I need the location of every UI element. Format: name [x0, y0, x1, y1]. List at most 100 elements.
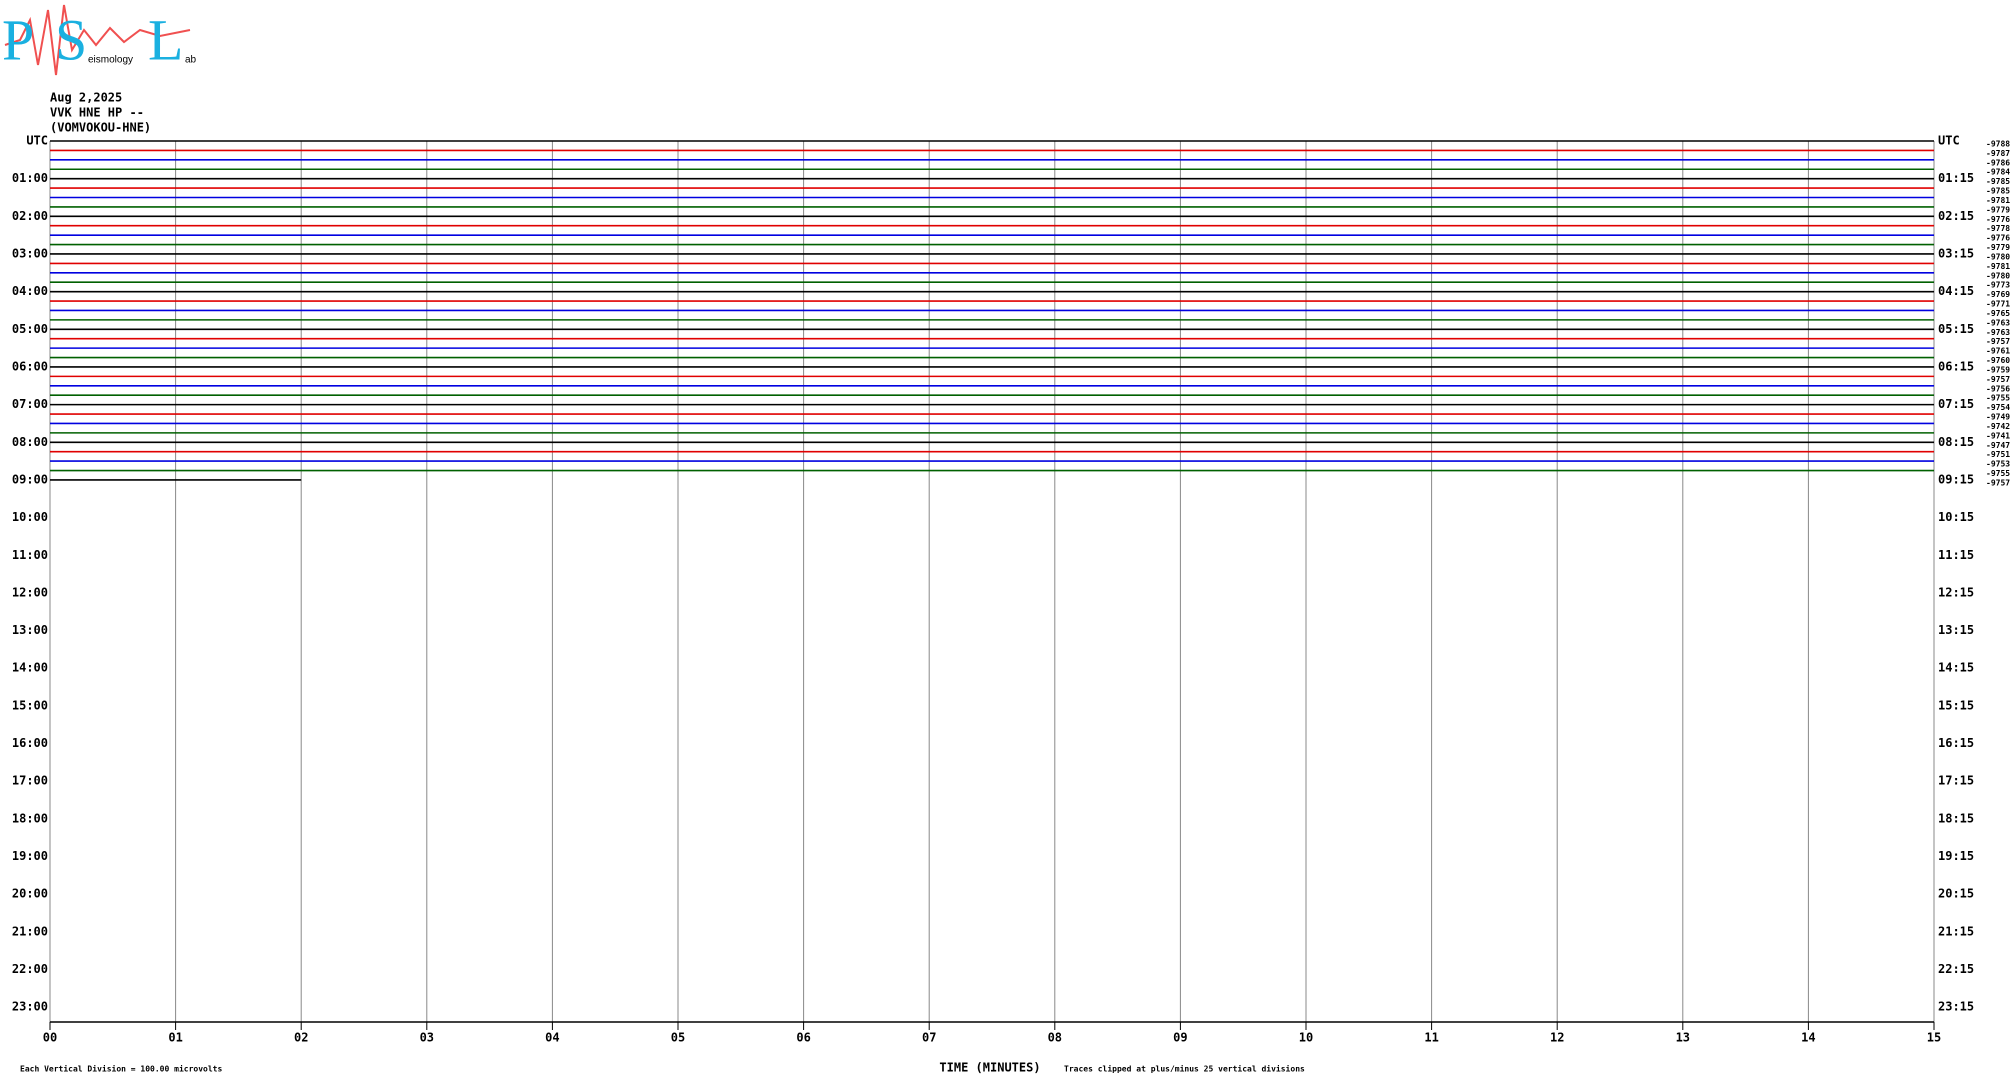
logo-letter: P [2, 7, 34, 72]
trace-offset: -9742 [1986, 422, 2010, 431]
logo-word: eismology [88, 55, 133, 66]
left-hour-label: 19:00 [12, 849, 48, 863]
logo: P S L eismology ab [2, 4, 197, 76]
right-hour-label: 01:15 [1938, 171, 1974, 185]
right-hour-label: 11:15 [1938, 548, 1974, 562]
trace-offset: -9785 [1986, 177, 2010, 186]
right-hour-label: 21:15 [1938, 924, 1974, 938]
trace-offset: -9780 [1986, 252, 2010, 261]
right-hour-label: 10:15 [1938, 510, 1974, 524]
station: VVK HNE HP -- [50, 106, 144, 120]
trace-offset: -9786 [1986, 158, 2010, 167]
footer-left: Each Vertical Division = 100.00 microvol… [20, 1064, 222, 1074]
trace-offset: -9763 [1986, 318, 2010, 327]
trace-offset: -9771 [1986, 300, 2010, 309]
trace-offset: -9759 [1986, 365, 2010, 374]
left-hour-label: 14:00 [12, 661, 48, 675]
trace-offset: -9779 [1986, 205, 2010, 214]
logo-word: ab [185, 55, 197, 66]
right-hour-label: 06:15 [1938, 359, 1974, 373]
trace-offset: -9751 [1986, 450, 2010, 459]
trace-offset: -9756 [1986, 384, 2010, 393]
trace-offset: -9753 [1986, 460, 2010, 469]
trace-offset: -9757 [1986, 337, 2010, 346]
logo-letter: L [148, 7, 183, 72]
trace-offset: -9773 [1986, 281, 2010, 290]
trace-offset: -9754 [1986, 403, 2010, 412]
trace-offset: -9776 [1986, 234, 2010, 243]
trace-offset: -9763 [1986, 328, 2010, 337]
left-hour-label: 06:00 [12, 359, 48, 373]
trace-offset: -9781 [1986, 196, 2010, 205]
left-hour-label: UTC [26, 134, 48, 148]
trace-offset: -9788 [1986, 140, 2010, 149]
x-tick-label: 01 [168, 1031, 182, 1045]
right-hour-label: 08:15 [1938, 435, 1974, 449]
x-tick-label: 08 [1048, 1031, 1062, 1045]
trace-offset: -9765 [1986, 309, 2010, 318]
trace-offset: -9785 [1986, 187, 2010, 196]
left-hour-label: 12:00 [12, 585, 48, 599]
left-hour-label: 16:00 [12, 736, 48, 750]
x-tick-label: 04 [545, 1031, 559, 1045]
x-tick-label: 09 [1173, 1031, 1187, 1045]
x-tick-label: 14 [1801, 1031, 1815, 1045]
right-hour-label: 12:15 [1938, 585, 1974, 599]
trace-offset: -9760 [1986, 356, 2010, 365]
right-hour-label: 07:15 [1938, 397, 1974, 411]
right-hour-label: 17:15 [1938, 774, 1974, 788]
left-hour-label: 17:00 [12, 774, 48, 788]
trace-offset: -9784 [1986, 168, 2010, 177]
date: Aug 2,2025 [50, 91, 122, 105]
left-hour-label: 21:00 [12, 924, 48, 938]
left-hour-label: 18:00 [12, 811, 48, 825]
trace-offset: -9741 [1986, 431, 2010, 440]
trace-offset: -9747 [1986, 441, 2010, 450]
right-hour-label: 03:15 [1938, 246, 1974, 260]
left-hour-label: 07:00 [12, 397, 48, 411]
left-hour-label: 11:00 [12, 548, 48, 562]
trace-offset: -9781 [1986, 262, 2010, 271]
left-hour-label: 05:00 [12, 322, 48, 336]
x-tick-label: 03 [420, 1031, 434, 1045]
right-hour-label: 05:15 [1938, 322, 1974, 336]
x-tick-label: 10 [1299, 1031, 1313, 1045]
left-hour-label: 22:00 [12, 962, 48, 976]
x-tick-label: 02 [294, 1031, 308, 1045]
logo-wave [4, 4, 191, 76]
left-hour-label: 02:00 [12, 209, 48, 223]
right-hour-label: 09:15 [1938, 472, 1974, 486]
x-tick-label: 13 [1676, 1031, 1690, 1045]
left-hour-label: 04:00 [12, 284, 48, 298]
trace-offset: -9779 [1986, 243, 2010, 252]
x-tick-label: 00 [43, 1031, 57, 1045]
footer-right: Traces clipped at plus/minus 25 vertical… [1064, 1064, 1305, 1074]
x-tick-label: 12 [1550, 1031, 1564, 1045]
x-tick-label: 05 [671, 1031, 685, 1045]
trace-offset: -9769 [1986, 290, 2010, 299]
trace-offset: -9787 [1986, 149, 2010, 158]
logo-letter: S [55, 7, 87, 72]
right-hour-label: 14:15 [1938, 661, 1974, 675]
right-hour-label: 19:15 [1938, 849, 1974, 863]
x-tick-label: 15 [1927, 1031, 1941, 1045]
right-hour-label: 16:15 [1938, 736, 1974, 750]
trace-offset: -9755 [1986, 394, 2010, 403]
right-hour-label: 04:15 [1938, 284, 1974, 298]
trace-offset: -9757 [1986, 478, 2010, 487]
x-tick-label: 06 [796, 1031, 810, 1045]
right-hour-label: 15:15 [1938, 698, 1974, 712]
left-hour-label: 01:00 [12, 171, 48, 185]
trace-offset: -9755 [1986, 469, 2010, 478]
left-hour-label: 20:00 [12, 887, 48, 901]
right-hour-label: 20:15 [1938, 887, 1974, 901]
channel: (VOMVOKOU-HNE) [50, 121, 151, 135]
right-hour-label: 02:15 [1938, 209, 1974, 223]
trace-offset: -9749 [1986, 413, 2010, 422]
left-hour-label: 13:00 [12, 623, 48, 637]
right-hour-label: 23:15 [1938, 1000, 1974, 1014]
right-hour-label: UTC [1938, 134, 1960, 148]
left-hour-label: 15:00 [12, 698, 48, 712]
right-hour-label: 13:15 [1938, 623, 1974, 637]
